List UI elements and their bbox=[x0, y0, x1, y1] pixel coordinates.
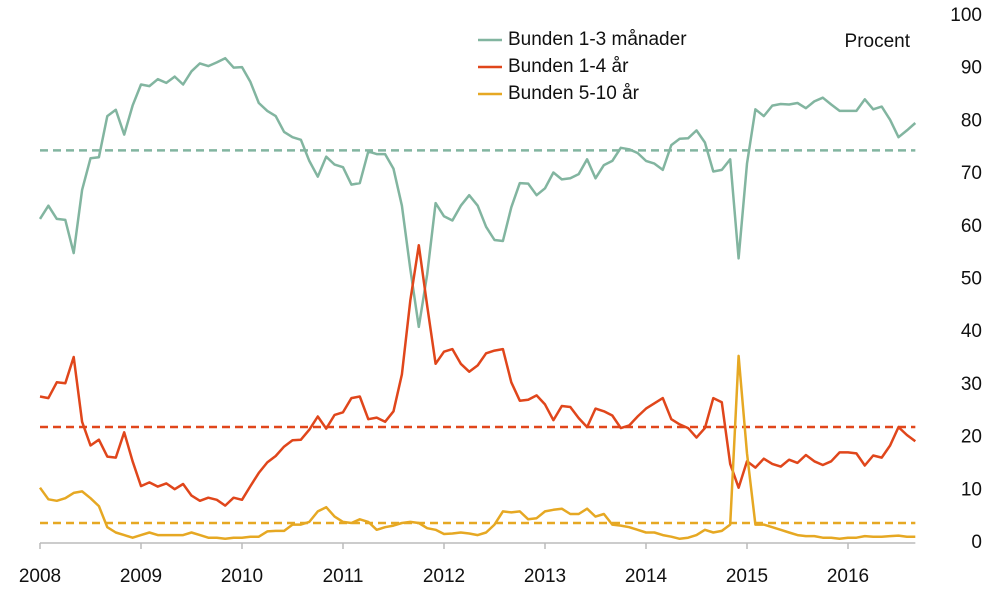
unit-label: Procent bbox=[845, 31, 911, 52]
x-tick-label: 2014 bbox=[625, 566, 668, 587]
y-tick-label: 40 bbox=[961, 321, 982, 342]
x-tick-label: 2012 bbox=[423, 566, 465, 587]
x-tick-label: 2010 bbox=[221, 566, 263, 587]
y-tick-label: 10 bbox=[961, 479, 982, 500]
y-tick-label: 50 bbox=[961, 269, 982, 290]
x-tick-label: 2013 bbox=[524, 566, 566, 587]
y-tick-label: 70 bbox=[961, 163, 982, 184]
y-tick-label: 30 bbox=[961, 374, 982, 395]
y-tick-label: 80 bbox=[961, 110, 982, 131]
legend-label: Bunden 1-3 månader bbox=[508, 29, 687, 50]
series-line bbox=[38, 354, 916, 541]
legend-label: Bunden 1-4 år bbox=[508, 56, 629, 77]
y-tick-label: 100 bbox=[950, 5, 982, 26]
x-tick-label: 2008 bbox=[19, 566, 61, 587]
x-tick-label: 2011 bbox=[323, 566, 364, 587]
legend-label: Bunden 5-10 år bbox=[508, 83, 640, 104]
y-tick-label: 20 bbox=[961, 427, 982, 448]
y-tick-label: 60 bbox=[961, 216, 982, 237]
x-tick-label: 2009 bbox=[120, 566, 162, 587]
x-tick-label: 2015 bbox=[726, 566, 768, 587]
series-line bbox=[39, 243, 917, 507]
y-tick-label: 0 bbox=[971, 532, 982, 553]
y-tick-label: 90 bbox=[961, 58, 982, 79]
x-tick-label: 2016 bbox=[827, 566, 869, 587]
series-line bbox=[38, 56, 917, 329]
